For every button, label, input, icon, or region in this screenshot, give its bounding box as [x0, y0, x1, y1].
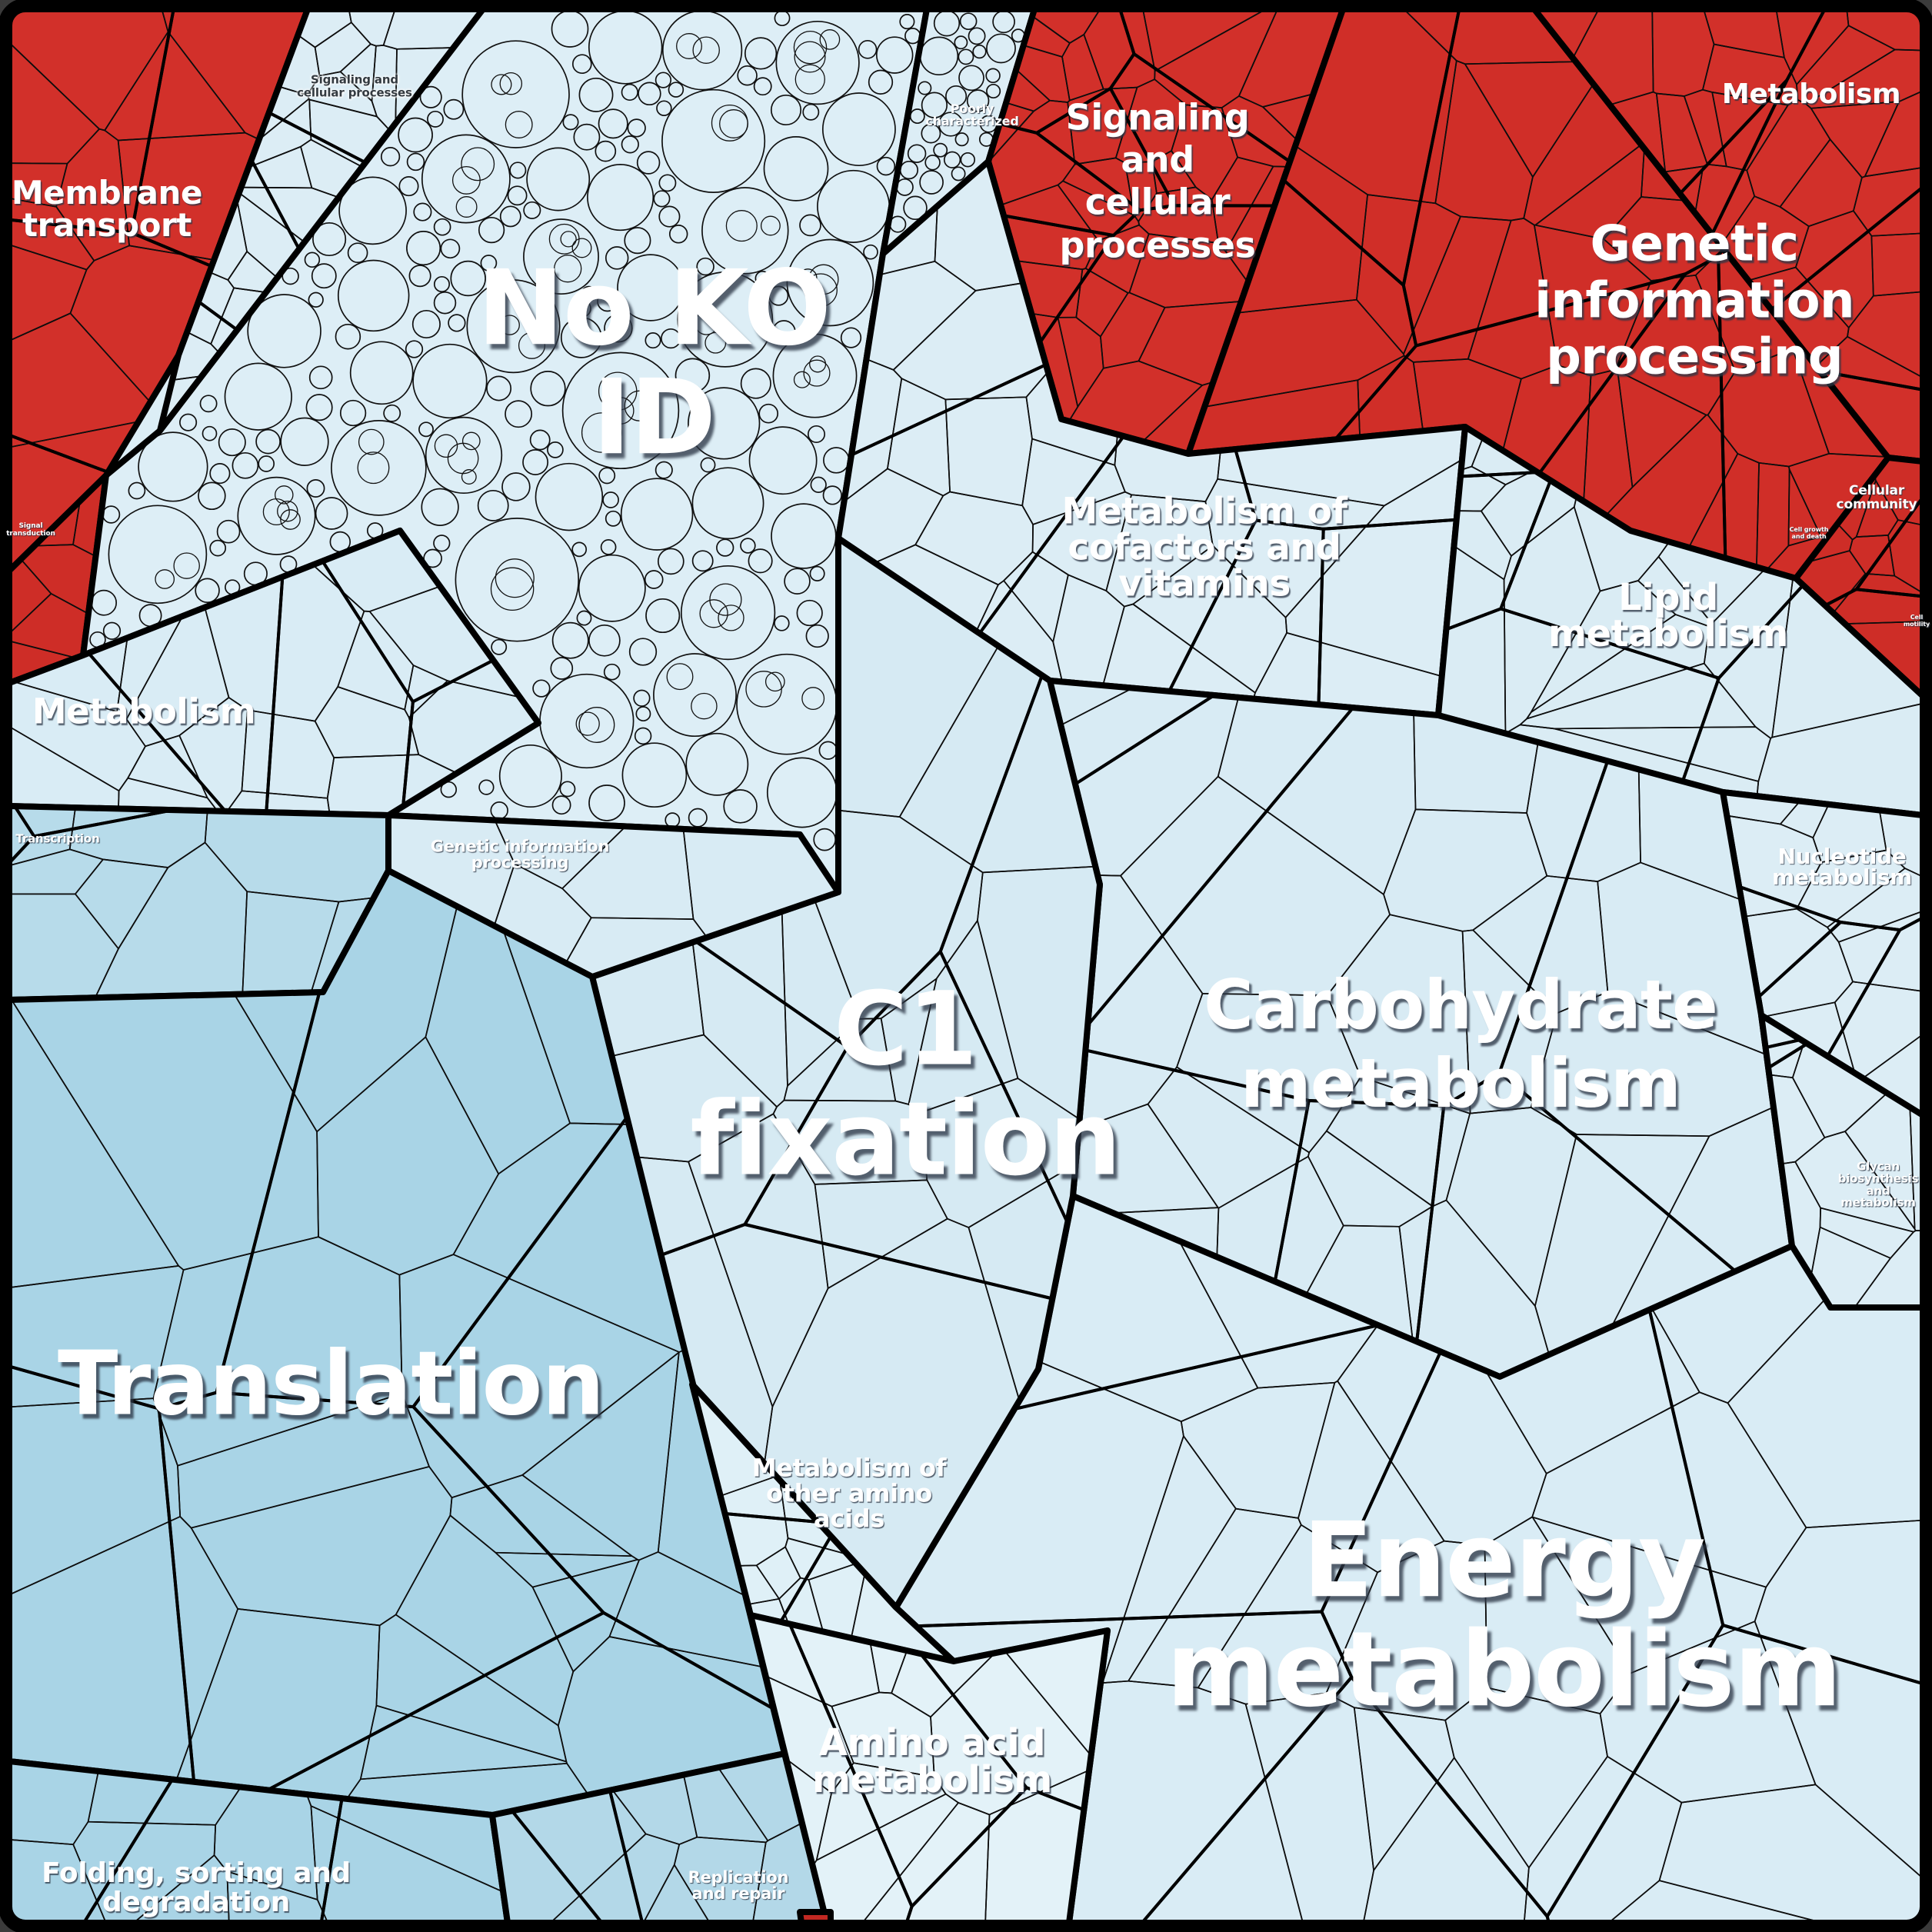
region-fill-gip-wedge[interactable]	[388, 815, 838, 977]
region-translation	[6, 868, 788, 1818]
region-border-amino-acid-metabolism	[748, 1612, 1111, 1926]
region-fill-translation[interactable]	[9, 871, 784, 1815]
region-fill-lipid-metabolism[interactable]	[1438, 427, 1923, 815]
region-fill-nucleotide-metabolism[interactable]	[1723, 792, 1923, 1115]
region-fill-red-cellular-community[interactable]	[1796, 458, 1923, 696]
region-no-ko-id	[80, 6, 930, 895]
region-fill-cofactors-vitamins[interactable]	[838, 162, 1465, 715]
region-replication-repair	[489, 1750, 830, 1926]
region-transcription	[6, 803, 391, 1003]
region-fill-metabolism-left[interactable]	[9, 531, 538, 815]
region-texture-no-ko-id	[89, 10, 921, 851]
region-fill-signal-transduction[interactable]	[9, 475, 106, 683]
region-fill-red-signaling-cellular[interactable]	[988, 9, 1343, 454]
region-fill-folding-sorting[interactable]	[9, 1761, 508, 1923]
region-fill-transcription[interactable]	[9, 806, 388, 1000]
region-fill-amino-acid-metabolism[interactable]	[751, 1615, 1108, 1923]
region-fill-carbohydrate-metabolism[interactable]	[1050, 681, 1792, 1377]
region-fill-other-amino-acids[interactable]	[692, 1384, 954, 1661]
region-fill-membrane-transport[interactable]	[9, 9, 308, 571]
region-amino-acid-metabolism	[748, 1612, 1111, 1926]
region-fill-no-ko-id[interactable]	[83, 9, 927, 892]
region-carbohydrate-metabolism	[1047, 678, 1795, 1380]
region-fill-c1-fixation[interactable]	[592, 538, 1100, 1607]
region-fill-glycan-biosynthesis[interactable]	[1761, 1015, 1923, 1307]
